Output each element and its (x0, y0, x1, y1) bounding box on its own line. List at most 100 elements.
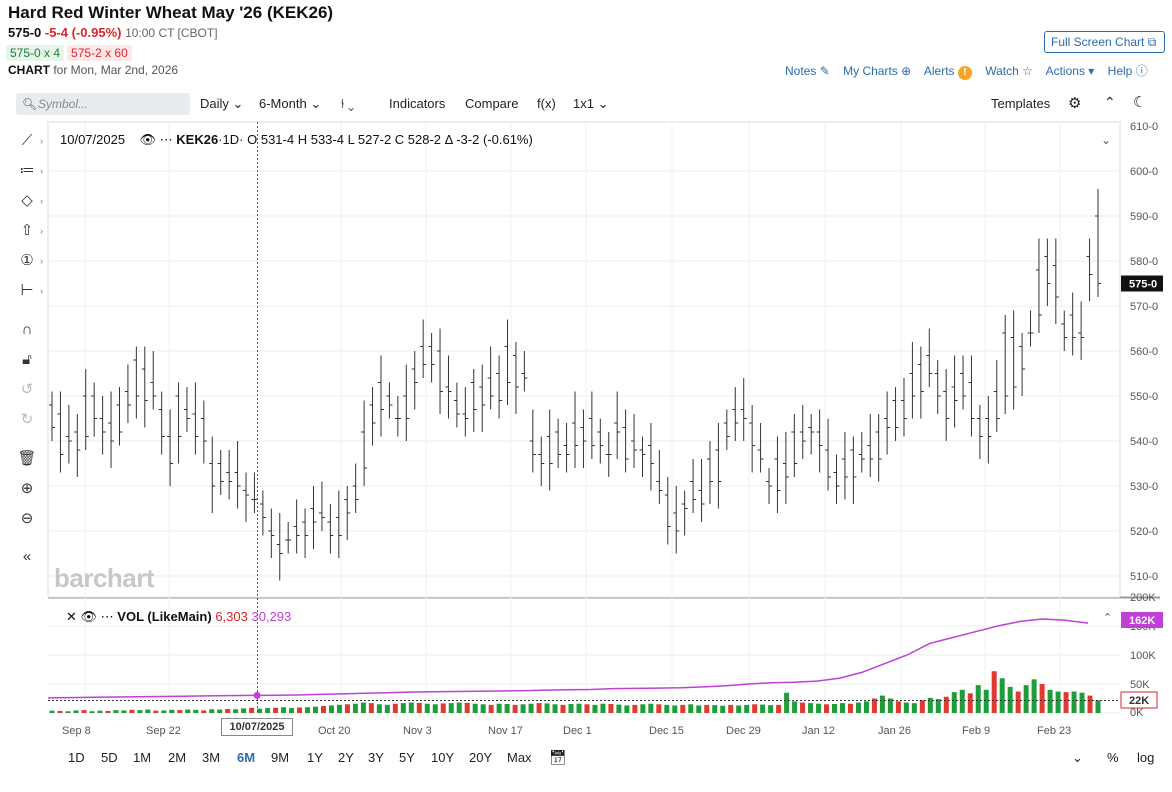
compare-button[interactable]: Compare (465, 96, 519, 111)
volume-bar (113, 710, 119, 713)
log-toggle[interactable]: log (1137, 750, 1155, 765)
volume-bar (592, 704, 598, 713)
volume-bar (712, 705, 718, 713)
help-link[interactable]: Help ⓘ (1108, 64, 1148, 78)
eye-icon[interactable]: 👁︎ (80, 609, 98, 624)
star-icon: ☆ (1022, 64, 1033, 78)
range-1m[interactable]: 1M (133, 750, 152, 765)
price-bar (538, 436, 545, 486)
lock-tool[interactable]: 🔓︎ (16, 349, 38, 371)
collapse-tools-button[interactable]: « (16, 546, 38, 568)
measure-icon: ⊢ (20, 282, 34, 299)
volume-bar (448, 703, 454, 713)
price-bar (411, 351, 418, 410)
date-tick-label: Jan 12 (802, 725, 835, 737)
price-bar (740, 378, 747, 441)
volume-bar (528, 703, 534, 713)
calendar-icon[interactable]: 📅︎ (549, 749, 567, 765)
volume-bar (935, 699, 941, 713)
more-icon[interactable]: ⋯ (100, 609, 114, 624)
zoom-out-button[interactable]: ⊖ (16, 508, 38, 530)
trash-icon: 🗑︎ (17, 450, 37, 467)
volume-bar (352, 703, 358, 713)
price-bar (470, 369, 477, 432)
actions-menu[interactable]: Actions ▾ (1046, 64, 1095, 78)
collapse-up-icon[interactable]: ⌃ (1104, 94, 1116, 110)
range-3y[interactable]: 3Y (368, 750, 384, 765)
volume-bar (257, 708, 263, 713)
my-charts-link[interactable]: My Charts ⊕ (843, 64, 911, 78)
volume-bar (265, 708, 271, 713)
delete-button[interactable]: 🗑︎ (16, 448, 38, 470)
price-bar (217, 450, 224, 495)
more-icon[interactable]: ⋯ (159, 132, 173, 147)
arrow-tool[interactable]: ⇧ › (16, 220, 43, 242)
close-icon[interactable]: ✕ (66, 609, 77, 624)
legend-date: 10/07/2025 (60, 132, 126, 147)
magnet-tool[interactable]: ∩ (16, 319, 38, 341)
watch-link[interactable]: Watch ☆ (985, 64, 1033, 78)
zoom-in-icon: ⊕ (20, 480, 34, 497)
range-5d[interactable]: 5D (101, 750, 118, 765)
range-1y[interactable]: 1Y (307, 750, 323, 765)
chevron-up-icon[interactable]: ⌃ (1103, 612, 1113, 624)
full-screen-button[interactable]: Full Screen Chart ⧉ (1044, 31, 1165, 53)
price-bar (310, 486, 317, 549)
redo-button[interactable]: ↻ (16, 409, 38, 431)
volume-bar (440, 703, 446, 713)
shape-tool[interactable]: ◇ › (16, 190, 43, 212)
annotation-tool[interactable]: ① › (16, 250, 43, 272)
notes-link[interactable]: Notes ✎ (785, 64, 830, 78)
period-dropdown[interactable]: 6-Month ⌄ (259, 96, 321, 112)
fib-tool[interactable]: ≔ › (16, 160, 44, 182)
price-bar (124, 364, 131, 423)
price-bar (276, 513, 283, 581)
eye-icon[interactable]: 👁︎ (139, 132, 157, 147)
layout-dropdown[interactable]: 1x1 ⌄ (573, 96, 609, 112)
chart-type-dropdown[interactable]: ⫮ ⌄ (341, 96, 354, 112)
volume-bar (919, 700, 925, 713)
symbol-placeholder: Symbol... (38, 97, 89, 111)
chart-date-text: for Mon, Mar 2nd, 2026 (53, 63, 179, 77)
moon-icon[interactable]: ☾ (1133, 94, 1147, 111)
range-1d[interactable]: 1D (68, 750, 85, 765)
volume-bar (640, 704, 646, 713)
volume-bar (328, 705, 334, 713)
range-3m[interactable]: 3M (202, 750, 221, 765)
gear-icon[interactable]: ⚙ (1068, 95, 1082, 112)
interval-dropdown[interactable]: Daily ⌄ (200, 96, 243, 112)
watch-label: Watch (985, 64, 1019, 78)
volume-bar (680, 704, 686, 713)
range-max[interactable]: Max (507, 750, 532, 765)
double-chevron-down-icon[interactable]: ⌄ (1072, 750, 1083, 765)
fx-button[interactable]: f(x) (537, 96, 556, 111)
alerts-link[interactable]: Alerts ! (924, 64, 972, 80)
range-9m[interactable]: 9M (271, 750, 290, 765)
legend-interval: ·1D· (218, 132, 244, 147)
range-2y[interactable]: 2Y (338, 750, 354, 765)
price-bar (631, 414, 638, 468)
volume-bar (384, 704, 390, 713)
percent-toggle[interactable]: % (1107, 750, 1119, 765)
measure-tool[interactable]: ⊢ › (16, 280, 43, 302)
indicators-button[interactable]: Indicators (389, 96, 446, 111)
undo-button[interactable]: ↺ (16, 379, 38, 401)
zoom-in-button[interactable]: ⊕ (16, 478, 38, 500)
volume-bar (185, 709, 191, 713)
symbol-search-input[interactable]: 🔍︎ Symbol... (16, 93, 190, 115)
templates-button[interactable]: Templates (991, 96, 1051, 111)
price-bar (74, 414, 81, 477)
trendline-tool[interactable]: ⟋ › (16, 130, 43, 152)
chevron-down-icon[interactable]: ⌄ (1101, 133, 1112, 147)
range-2m[interactable]: 2M (168, 750, 187, 765)
volume-bar (488, 704, 494, 713)
zoom-out-icon: ⊖ (20, 510, 34, 527)
range-6m[interactable]: 6M (237, 750, 256, 765)
range-5y[interactable]: 5Y (399, 750, 415, 765)
full-screen-label: Full Screen Chart (1051, 35, 1145, 49)
range-20y[interactable]: 20Y (469, 750, 493, 765)
volume-bar (336, 704, 342, 713)
price-bar (521, 351, 528, 392)
range-10y[interactable]: 10Y (431, 750, 455, 765)
